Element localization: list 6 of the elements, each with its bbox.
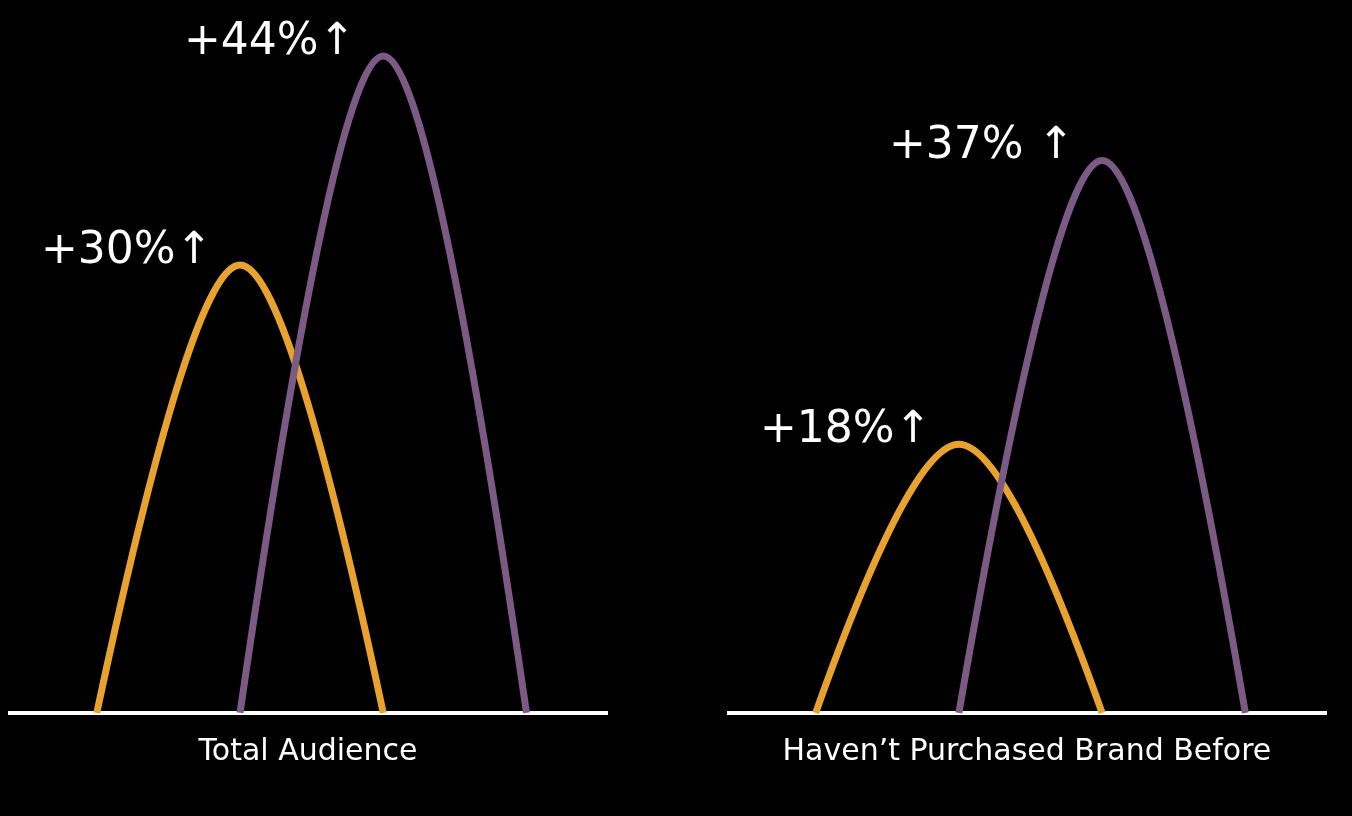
- x-axis-title: Haven’t Purchased Brand Before: [782, 731, 1272, 767]
- x-axis-title: Total Audience: [197, 731, 418, 767]
- data-label: +37% ↑: [889, 117, 1075, 168]
- data-label: +30%↑: [41, 222, 213, 273]
- data-label: +18%↑: [760, 401, 932, 452]
- data-label: +44%↑: [184, 13, 356, 64]
